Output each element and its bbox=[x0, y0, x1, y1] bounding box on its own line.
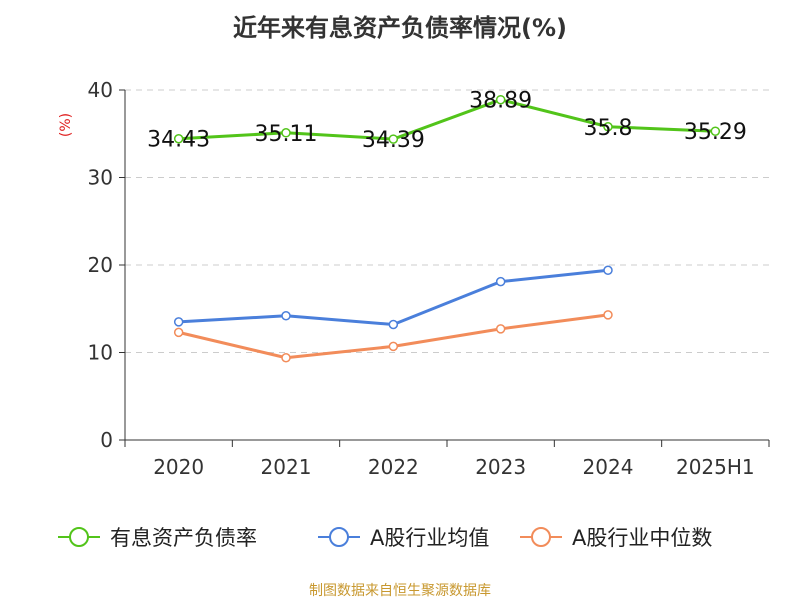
legend-label[interactable]: A股行业均值 bbox=[370, 526, 489, 550]
data-point[interactable] bbox=[495, 94, 506, 105]
x-tick-label: 2025H1 bbox=[676, 455, 755, 479]
legend-marker bbox=[531, 527, 551, 547]
series-line bbox=[178, 98, 716, 141]
data-point[interactable] bbox=[281, 311, 291, 321]
x-tick-label: 2024 bbox=[583, 455, 634, 479]
data-label: 35.11 bbox=[255, 122, 318, 147]
data-point[interactable] bbox=[495, 324, 506, 334]
y-tick-label: 20 bbox=[88, 253, 113, 277]
data-point[interactable] bbox=[603, 265, 613, 275]
data-label: 34.39 bbox=[362, 128, 425, 153]
data-point[interactable] bbox=[173, 317, 184, 327]
x-tick-label: 2022 bbox=[368, 455, 419, 479]
y-tick-label: 30 bbox=[88, 166, 113, 190]
data-label: 35.8 bbox=[584, 116, 633, 141]
y-tick-label: 40 bbox=[88, 78, 113, 102]
data-point[interactable] bbox=[173, 327, 184, 338]
legend-label[interactable]: 有息资产负债率 bbox=[110, 526, 257, 550]
x-tick-label: 2020 bbox=[153, 455, 204, 479]
chart-title: 近年来有息资产负债率情况(%) bbox=[233, 14, 567, 42]
data-point[interactable] bbox=[495, 276, 506, 287]
data-point[interactable] bbox=[388, 319, 399, 330]
x-tick-label: 2021 bbox=[261, 455, 312, 479]
data-point[interactable] bbox=[281, 353, 291, 363]
data-label: 35.29 bbox=[684, 120, 747, 145]
data-point[interactable] bbox=[173, 133, 184, 144]
source-note: 制图数据来自恒生聚源数据库 bbox=[309, 583, 491, 599]
legend-label[interactable]: A股行业中位数 bbox=[572, 526, 712, 550]
y-axis-label: (%) bbox=[58, 113, 74, 137]
data-point[interactable] bbox=[710, 126, 721, 136]
data-point[interactable] bbox=[281, 128, 291, 138]
data-label: 34.43 bbox=[147, 128, 210, 153]
legend-marker bbox=[329, 527, 349, 547]
data-point[interactable] bbox=[388, 341, 399, 352]
legend-marker bbox=[69, 527, 89, 547]
y-tick-label: 0 bbox=[100, 428, 113, 452]
series-line bbox=[178, 268, 609, 326]
data-label: 38.89 bbox=[469, 89, 532, 114]
data-point[interactable] bbox=[603, 122, 613, 132]
y-tick-label: 10 bbox=[88, 341, 113, 365]
data-point[interactable] bbox=[603, 310, 613, 320]
x-tick-label: 2023 bbox=[475, 455, 526, 479]
data-point[interactable] bbox=[388, 134, 399, 144]
